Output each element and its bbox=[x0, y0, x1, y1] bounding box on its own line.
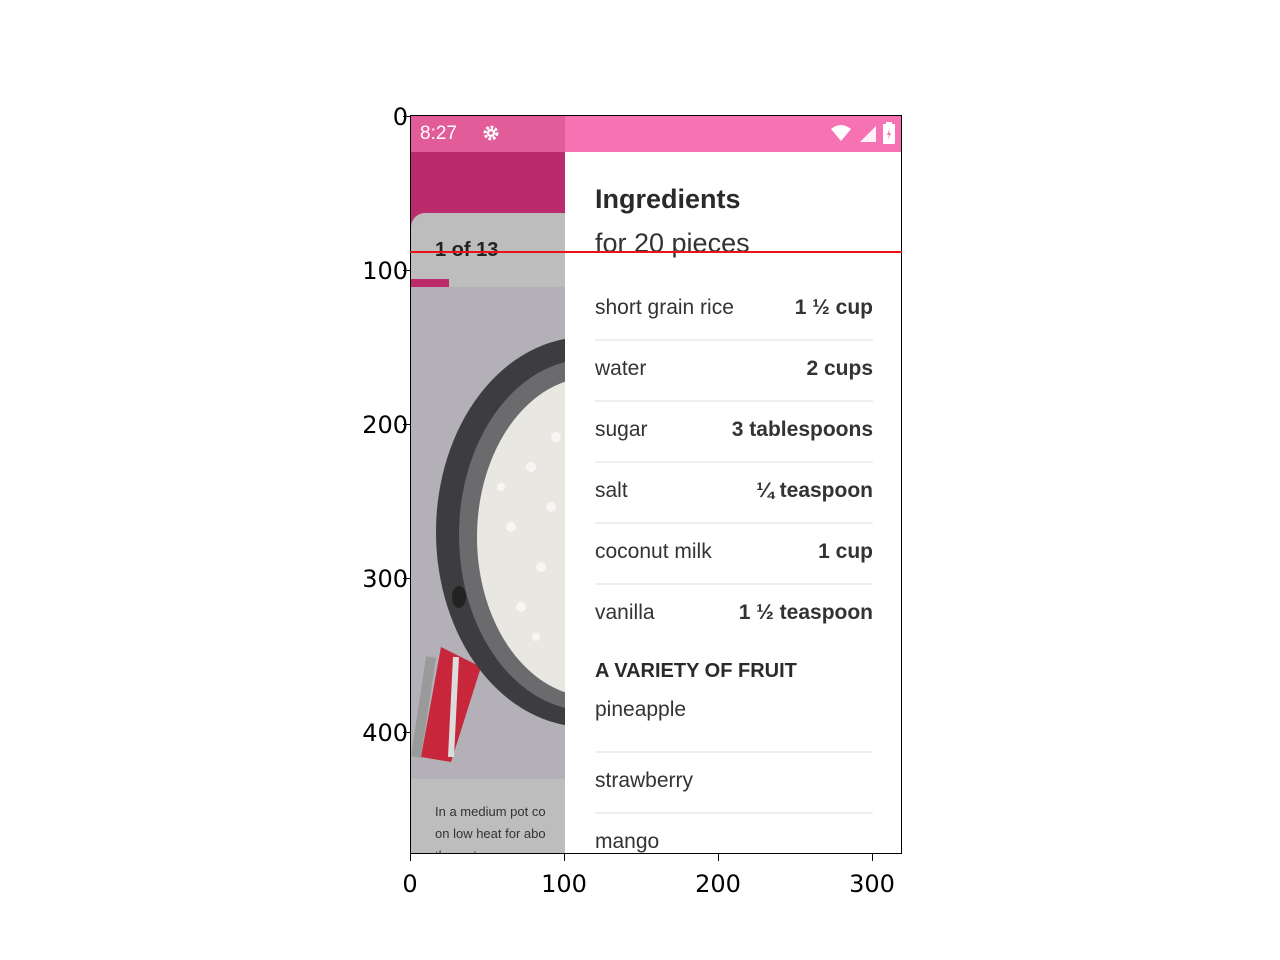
x-tick-label: 0 bbox=[402, 870, 418, 898]
ingredient-name: vanilla bbox=[595, 601, 655, 624]
signal-icon bbox=[860, 126, 876, 142]
y-tick-label: 300 bbox=[362, 565, 408, 593]
x-tick-label: 100 bbox=[541, 870, 587, 898]
ingredient-row: water 2 cups bbox=[595, 341, 873, 402]
ingredient-name: short grain rice bbox=[595, 296, 734, 319]
ingredient-quantity: 3 tablespoons bbox=[731, 418, 873, 441]
status-time: 8:27 bbox=[420, 123, 457, 144]
annotation-line bbox=[410, 251, 902, 253]
caption-line: on low heat for abo bbox=[435, 826, 546, 841]
x-tick-mark bbox=[410, 854, 412, 861]
y-tick-mark bbox=[403, 578, 410, 580]
ingredient-row: coconut milk 1 cup bbox=[595, 524, 873, 585]
x-tick-label: 200 bbox=[695, 870, 741, 898]
status-bar-left: 8:27 bbox=[411, 116, 565, 152]
step-counter: 1 of 13 bbox=[435, 239, 499, 261]
x-tick-label: 300 bbox=[849, 870, 895, 898]
ingredient-name: coconut milk bbox=[595, 540, 712, 563]
y-tick-mark bbox=[403, 732, 410, 734]
section-heading: A VARIETY OF FRUIT bbox=[595, 660, 797, 682]
ingredients-panel: Ingredients for 20 pieces short grain ri… bbox=[565, 152, 901, 853]
step-caption: In a medium pot co on low heat for abo t… bbox=[435, 801, 565, 853]
battery-icon bbox=[883, 122, 895, 144]
x-tick-mark bbox=[718, 854, 720, 861]
step-photo bbox=[411, 287, 565, 779]
ingredient-name: strawberry bbox=[595, 769, 694, 792]
x-tick-mark bbox=[872, 854, 874, 861]
ingredient-row: strawberry bbox=[595, 753, 873, 814]
ingredient-quantity: 1 ½ teaspoon bbox=[738, 601, 873, 624]
recipe-steps-panel: 1 of 13 bbox=[411, 152, 565, 853]
ingredient-row: pineapple bbox=[595, 692, 873, 753]
ingredients-list: short grain rice 1 ½ cup water 2 cups su… bbox=[595, 280, 873, 853]
y-tick-label: 0 bbox=[392, 103, 408, 131]
y-tick-label: 200 bbox=[362, 411, 408, 439]
y-tick-mark bbox=[403, 270, 410, 272]
ingredient-name: water bbox=[595, 357, 647, 380]
ingredient-name: sugar bbox=[595, 418, 648, 441]
ingredient-row: sugar 3 tablespoons bbox=[595, 402, 873, 463]
y-tick-label: 400 bbox=[362, 719, 408, 747]
step-card[interactable]: 1 of 13 bbox=[411, 213, 565, 853]
x-tick-mark bbox=[564, 854, 566, 861]
caption-line: In a medium pot co bbox=[435, 804, 546, 819]
ingredient-quantity: 1 cup bbox=[818, 540, 873, 563]
wifi-icon bbox=[831, 125, 851, 141]
caption-line: the water. bbox=[435, 845, 565, 853]
ingredient-quantity: ¼ teaspoon bbox=[756, 479, 873, 502]
ingredient-name: pineapple bbox=[595, 698, 687, 721]
gear-icon bbox=[483, 125, 499, 141]
phone-screenshot: 8:27 bbox=[410, 115, 902, 854]
rice-pot-image bbox=[411, 287, 565, 779]
ingredient-quantity: 2 cups bbox=[806, 357, 873, 380]
ingredient-quantity: 1 ½ cup bbox=[794, 296, 873, 319]
ingredient-name: mango bbox=[595, 830, 660, 853]
y-tick-mark bbox=[403, 424, 410, 426]
y-tick-label: 100 bbox=[362, 257, 408, 285]
status-bar-right bbox=[565, 116, 901, 152]
ingredients-title: Ingredients bbox=[595, 184, 741, 214]
ingredient-row: vanilla 1 ½ teaspoon bbox=[595, 585, 873, 646]
step-progress-bar bbox=[411, 279, 449, 287]
ingredient-row: mango bbox=[595, 814, 873, 853]
ingredient-name: salt bbox=[595, 479, 628, 502]
ingredient-row: salt ¼ teaspoon bbox=[595, 463, 873, 524]
ingredients-servings: for 20 pieces bbox=[595, 228, 750, 258]
y-tick-mark bbox=[403, 116, 410, 118]
ingredient-row: short grain rice 1 ½ cup bbox=[595, 280, 873, 341]
